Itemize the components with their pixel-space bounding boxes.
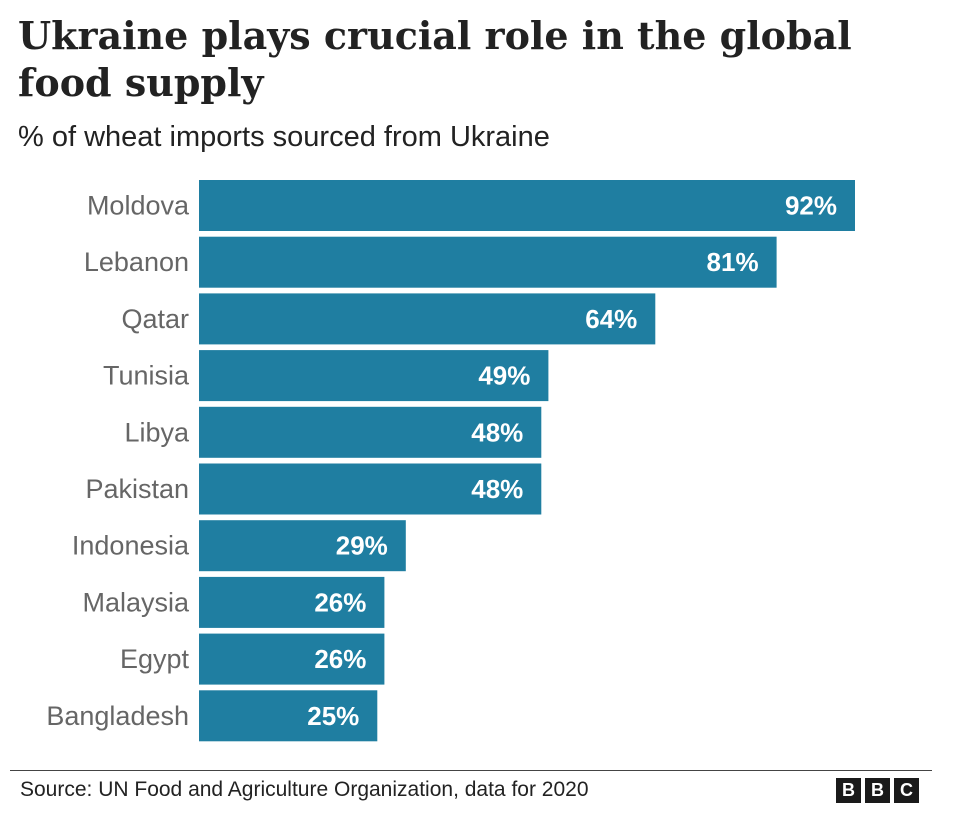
bar-chart: Moldova 92% Lebanon 81% Qatar 64% Tunisia 49% Li… [46, 180, 855, 742]
bbc-logo: B B C [836, 778, 919, 803]
bar [199, 350, 549, 402]
bar [199, 576, 385, 628]
value-label: 64% [585, 304, 637, 334]
category-label: Malaysia [82, 587, 190, 617]
bbc-logo-block: B [865, 778, 890, 803]
value-label: 26% [314, 644, 366, 674]
chart-subtitle: % of wheat imports sourced from Ukraine [18, 121, 550, 153]
value-label: 49% [478, 361, 530, 391]
category-label: Indonesia [72, 531, 190, 561]
category-label: Qatar [121, 304, 189, 334]
footer-divider [10, 770, 932, 771]
value-label: 29% [336, 531, 388, 561]
category-label: Moldova [87, 191, 190, 221]
source-note: Source: UN Food and Agriculture Organiza… [20, 778, 589, 801]
bar [199, 293, 656, 345]
value-label: 25% [307, 701, 359, 731]
value-label: 81% [707, 247, 759, 277]
category-label: Tunisia [103, 361, 190, 391]
bar [199, 180, 855, 231]
category-label: Libya [124, 417, 190, 447]
value-label: 26% [314, 587, 366, 617]
category-label: Pakistan [85, 474, 189, 504]
value-label: 48% [471, 417, 523, 447]
bar [199, 520, 406, 572]
value-label: 48% [471, 474, 523, 504]
bar [199, 633, 385, 685]
category-label: Bangladesh [46, 701, 189, 731]
chart-title: Ukraine plays crucial role in the global… [18, 13, 852, 105]
bbc-logo-block: B [836, 778, 861, 803]
bbc-logo-block: C [894, 778, 919, 803]
category-label: Egypt [120, 644, 190, 674]
bar [199, 406, 542, 458]
bar [199, 463, 542, 515]
category-label: Lebanon [84, 247, 189, 277]
value-label: 92% [785, 191, 837, 221]
bar [199, 690, 378, 742]
bar [199, 236, 777, 288]
